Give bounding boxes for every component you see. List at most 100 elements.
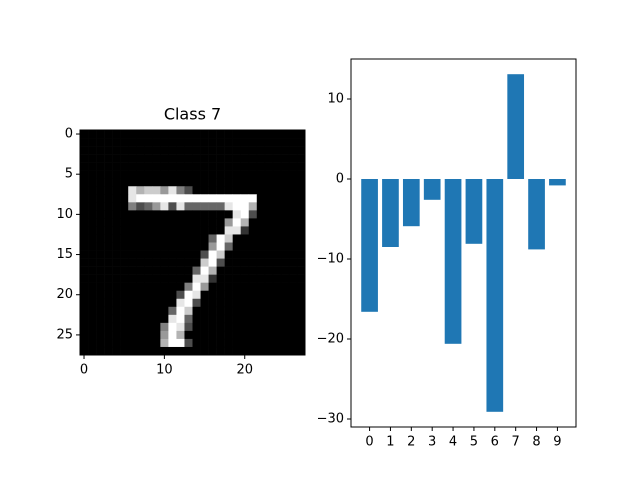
- pixel: [224, 162, 233, 171]
- pixel: [128, 154, 137, 163]
- bar: [423, 179, 441, 200]
- pixel: [200, 274, 209, 283]
- pixel: [296, 162, 306, 171]
- pixel: [264, 258, 274, 267]
- pixel: [240, 138, 250, 147]
- pixel: [96, 202, 105, 211]
- pixel: [200, 346, 209, 356]
- pixel: [192, 330, 201, 340]
- pixel: [80, 130, 89, 139]
- pixel: [240, 162, 250, 171]
- pixel: [280, 210, 290, 219]
- pixel: [264, 306, 274, 316]
- pixel: [88, 194, 97, 203]
- pixel: [288, 202, 298, 211]
- pixel: [120, 226, 129, 235]
- pixel: [272, 314, 282, 324]
- pixel: [216, 194, 225, 203]
- pixel: [104, 194, 113, 203]
- pixel: [120, 274, 129, 283]
- pixel: [232, 154, 242, 163]
- pixel: [160, 186, 169, 195]
- pixel: [184, 146, 193, 155]
- pixel: [184, 314, 193, 324]
- pixel: [288, 266, 298, 275]
- pixel: [104, 338, 113, 348]
- pixel: [232, 330, 242, 340]
- pixel: [152, 202, 161, 211]
- bar: [528, 179, 545, 250]
- pixel: [120, 282, 129, 292]
- y-tick-label: −30: [317, 412, 344, 427]
- pixel: [168, 154, 177, 163]
- pixel: [120, 186, 129, 195]
- axes-frame: [350, 58, 577, 428]
- pixel: [104, 258, 113, 267]
- pixel: [128, 298, 137, 308]
- pixel: [152, 274, 161, 283]
- pixel: [288, 322, 298, 332]
- pixel: [160, 194, 169, 203]
- pixel: [272, 186, 282, 195]
- pixel: [240, 194, 250, 203]
- pixel: [216, 298, 225, 308]
- pixel: [184, 322, 193, 332]
- pixel: [200, 314, 209, 324]
- pixel: [80, 162, 89, 171]
- pixel: [248, 266, 258, 275]
- pixel: [240, 202, 250, 211]
- pixel: [224, 202, 233, 211]
- pixel: [240, 258, 250, 267]
- pixel: [160, 234, 169, 243]
- bar: [361, 179, 378, 312]
- pixel: [200, 282, 209, 292]
- pixel: [168, 282, 177, 292]
- pixel: [112, 138, 121, 147]
- pixel: [280, 234, 290, 243]
- pixel: [256, 170, 266, 179]
- pixel: [240, 346, 250, 356]
- pixel: [288, 194, 298, 203]
- pixel: [248, 330, 258, 340]
- pixel: [280, 282, 290, 292]
- pixel: [152, 282, 161, 292]
- pixel: [296, 330, 306, 340]
- pixel: [208, 194, 217, 203]
- pixel: [192, 170, 201, 179]
- pixel: [112, 186, 121, 195]
- pixel: [112, 250, 121, 259]
- pixel: [104, 266, 113, 275]
- pixel: [128, 194, 137, 203]
- pixel: [160, 298, 169, 308]
- pixel: [80, 138, 89, 147]
- pixel: [168, 274, 177, 283]
- pixel: [264, 194, 274, 203]
- pixel: [288, 298, 298, 308]
- pixel: [248, 282, 258, 292]
- pixel: [80, 282, 89, 292]
- pixel: [208, 330, 217, 340]
- pixel: [224, 338, 233, 348]
- pixel: [176, 234, 185, 243]
- pixel: [184, 202, 193, 211]
- pixel: [208, 298, 217, 308]
- pixel: [168, 186, 177, 195]
- pixel: [120, 266, 129, 275]
- pixel: [144, 250, 153, 259]
- pixel: [280, 330, 290, 340]
- pixel: [80, 226, 89, 235]
- pixel: [248, 234, 258, 243]
- pixel: [192, 234, 201, 243]
- pixel: [144, 130, 153, 139]
- pixel: [120, 178, 129, 187]
- pixel: [176, 298, 185, 308]
- pixel: [112, 226, 121, 235]
- pixel: [192, 202, 201, 211]
- pixel: [144, 170, 153, 179]
- pixel: [224, 282, 233, 292]
- pixel: [80, 194, 89, 203]
- axes-frame: [79, 129, 306, 356]
- pixel: [192, 186, 201, 195]
- pixel: [280, 170, 290, 179]
- pixel: [168, 306, 177, 316]
